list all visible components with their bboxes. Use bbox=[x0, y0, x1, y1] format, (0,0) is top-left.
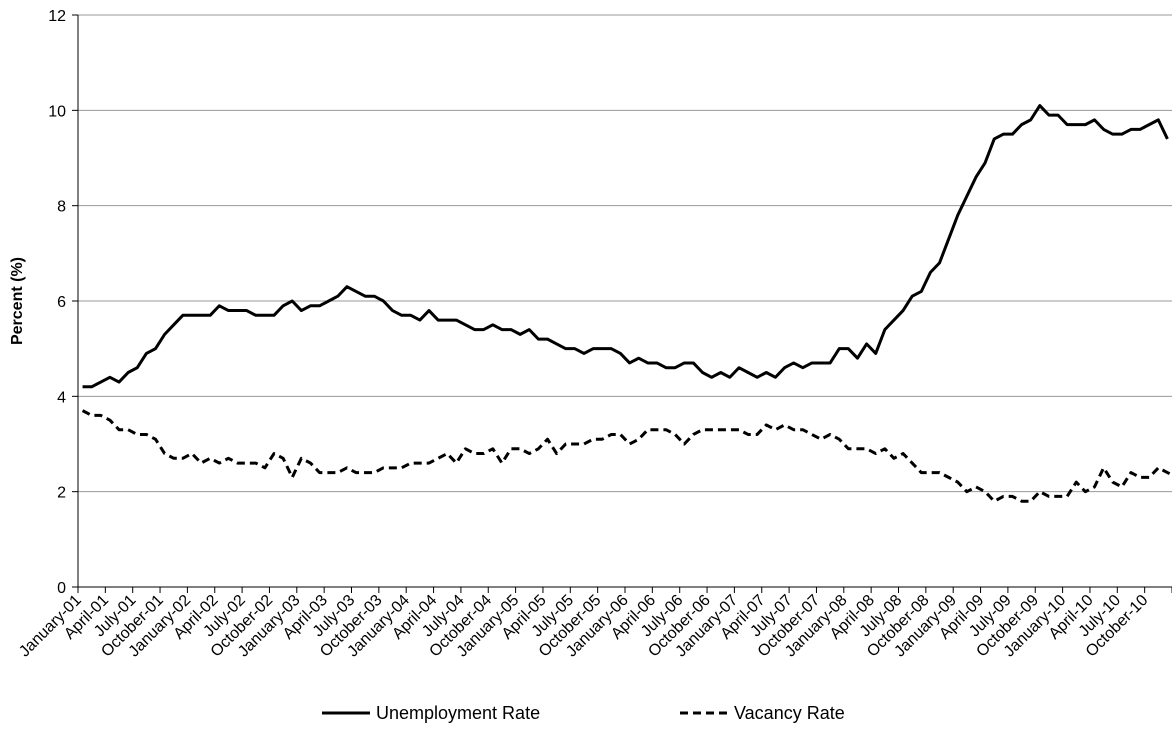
y-axis-label: Percent (%) bbox=[9, 257, 26, 345]
y-tick-label: 0 bbox=[57, 580, 66, 597]
y-tick-label: 4 bbox=[57, 389, 66, 406]
y-axis-ticks: 0 2 4 6 8 10 12 bbox=[48, 8, 78, 597]
series-lines bbox=[81, 104, 1172, 503]
y-tick-label: 6 bbox=[57, 294, 66, 311]
y-tick-label: 10 bbox=[48, 103, 66, 120]
x-axis-ticks: January-01April-01July-01October-01Janua… bbox=[16, 587, 1172, 660]
legend: Unemployment Rate Vacancy Rate bbox=[322, 703, 845, 723]
y-tick-label: 12 bbox=[48, 8, 66, 25]
series-line-vacancy-rate bbox=[81, 409, 1172, 503]
legend-label-vacancy-rate: Vacancy Rate bbox=[734, 703, 845, 723]
gridlines bbox=[78, 14, 1172, 493]
y-tick-label: 8 bbox=[57, 199, 66, 216]
y-tick-label: 2 bbox=[57, 485, 66, 502]
series-line-unemployment-rate bbox=[82, 104, 1169, 389]
legend-label-unemployment-rate: Unemployment Rate bbox=[376, 703, 540, 723]
